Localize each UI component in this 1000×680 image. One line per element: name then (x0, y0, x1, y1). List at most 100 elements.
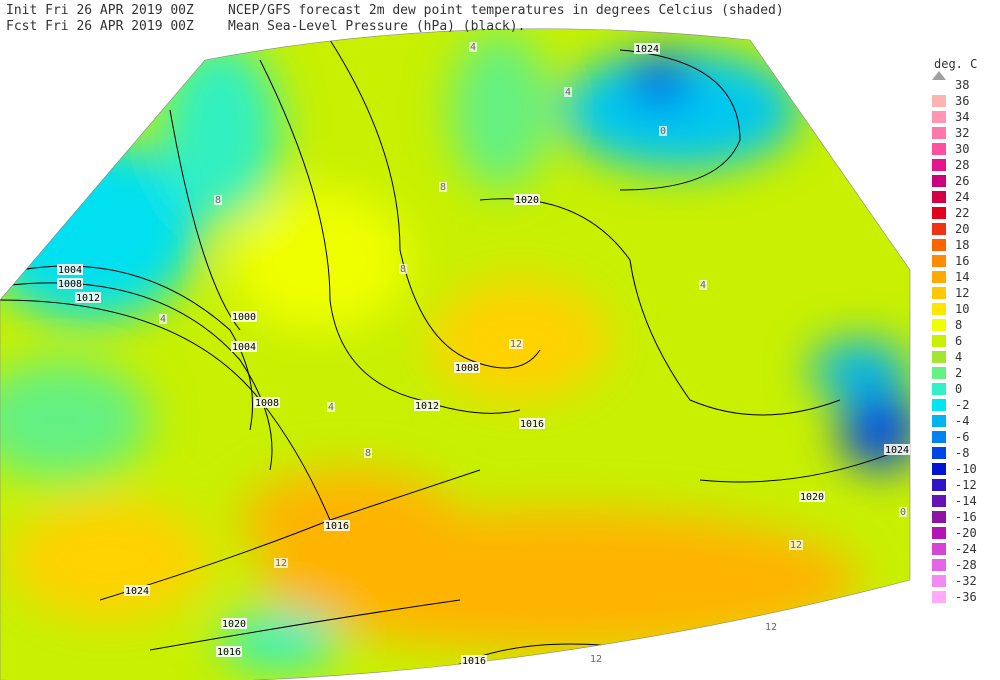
dewpoint-label-bg (764, 622, 778, 632)
legend-label: 12 (955, 286, 969, 300)
legend-swatch (932, 287, 946, 299)
legend-label: -8 (955, 446, 969, 460)
isobar-label: 1012 (76, 293, 100, 304)
legend-swatch (932, 303, 946, 315)
dewpoint-label: 4 (470, 42, 476, 53)
legend-label: -20 (955, 526, 977, 540)
legend-swatch (932, 559, 946, 571)
dewpoint-label: 12 (765, 622, 777, 633)
legend-swatch (932, 383, 946, 395)
isobar-label: 1020 (800, 492, 824, 503)
isobar-label: 1008 (58, 279, 82, 290)
isobar-label-bg (221, 618, 247, 629)
legend-label: 34 (955, 110, 969, 124)
legend-swatch (932, 527, 946, 539)
legend-label: 14 (955, 270, 969, 284)
legend-label: 2 (955, 366, 962, 380)
dewpoint-label-bg (564, 87, 572, 97)
isobar-label: 1024 (125, 586, 149, 597)
dewpoint-label: 0 (660, 126, 666, 137)
dewpoint-label: 4 (328, 402, 334, 413)
legend-label: -2 (955, 398, 969, 412)
legend-label: -12 (955, 478, 977, 492)
legend-label: 18 (955, 238, 969, 252)
legend-label: 20 (955, 222, 969, 236)
isobar-label: 1000 (232, 312, 256, 323)
dewpoint-label-bg (699, 280, 707, 290)
legend-label: -16 (955, 510, 977, 524)
legend-label: 36 (955, 94, 969, 108)
legend-label: 30 (955, 142, 969, 156)
legend-label: -6 (955, 430, 969, 444)
legend-swatch (932, 543, 946, 555)
dewpoint-label: 12 (275, 558, 287, 569)
legend-swatch (932, 95, 946, 107)
dewpoint-label: 8 (400, 264, 406, 275)
dewpoint-label-bg (469, 42, 477, 52)
isobar-label-bg (57, 278, 83, 289)
dewpoint-label-bg (327, 402, 335, 412)
isobar-label-bg (124, 585, 150, 596)
legend-swatch (932, 239, 946, 251)
dewpoint-label-bg (274, 558, 288, 568)
legend-arrow (932, 71, 946, 80)
legend-label: -24 (955, 542, 977, 556)
isobar-label-bg (514, 194, 540, 205)
dewpoint-label: 0 (900, 507, 906, 518)
legend-label: 10 (955, 302, 969, 316)
isobar-label-bg (461, 655, 487, 666)
legend-swatch (932, 191, 946, 203)
dewpoint-label-bg (789, 540, 803, 550)
legend-title: deg. C (934, 57, 977, 71)
dewpoint-label-bg (509, 339, 523, 349)
legend-label: -28 (955, 558, 977, 572)
init-text: Init Fri 26 APR 2019 00Z (6, 3, 194, 18)
isobar-label-bg (75, 292, 101, 303)
isobar-label: 1020 (515, 195, 539, 206)
legend-label: -4 (955, 414, 969, 428)
dewpoint-label-bg (899, 507, 907, 517)
fcst-text: Fcst Fri 26 APR 2019 00Z (6, 19, 194, 34)
dewpoint-label-bg (589, 654, 603, 664)
isobar-label-bg (634, 43, 660, 54)
legend-swatch (932, 591, 946, 603)
legend-label: 8 (955, 318, 962, 332)
isobar-label-bg (799, 491, 825, 502)
dewpoint-label: 8 (365, 448, 371, 459)
legend-swatch (932, 223, 946, 235)
legend-label: 24 (955, 190, 969, 204)
legend-swatch (932, 111, 946, 123)
isobar-label: 1016 (217, 647, 241, 658)
isobar-label-bg (231, 311, 257, 322)
legend-swatch (932, 175, 946, 187)
legend-label: 22 (955, 206, 969, 220)
legend-label: -36 (955, 590, 977, 604)
legend-swatch (932, 511, 946, 523)
isobar-label: 1004 (58, 265, 82, 276)
isobar-label: 1008 (455, 363, 479, 374)
dewpoint-label: 8 (215, 195, 221, 206)
legend-swatch (932, 495, 946, 507)
subtitle: Mean Sea-Level Pressure (hPa) (black). (228, 19, 525, 34)
isobar-label-bg (231, 341, 257, 352)
legend-swatch (932, 447, 946, 459)
dewpoint-label: 12 (790, 540, 802, 551)
dewpoint-label-bg (439, 182, 447, 192)
legend-swatch (932, 351, 946, 363)
legend-label: 4 (955, 350, 962, 364)
isobar-label-bg (324, 520, 350, 531)
isobar-label: 1012 (415, 401, 439, 412)
dewpoint-label-bg (399, 264, 407, 274)
legend-label: 26 (955, 174, 969, 188)
legend-label: -10 (955, 462, 977, 476)
isobar-label-bg (884, 444, 910, 455)
legend-label: -14 (955, 494, 977, 508)
legend-swatch (932, 367, 946, 379)
title: NCEP/GFS forecast 2m dew point temperatu… (228, 3, 784, 18)
dewpoint-label-bg (214, 195, 222, 205)
legend-swatch (932, 255, 946, 267)
isobar-label: 1024 (885, 445, 909, 456)
isobar-label: 1008 (255, 398, 279, 409)
